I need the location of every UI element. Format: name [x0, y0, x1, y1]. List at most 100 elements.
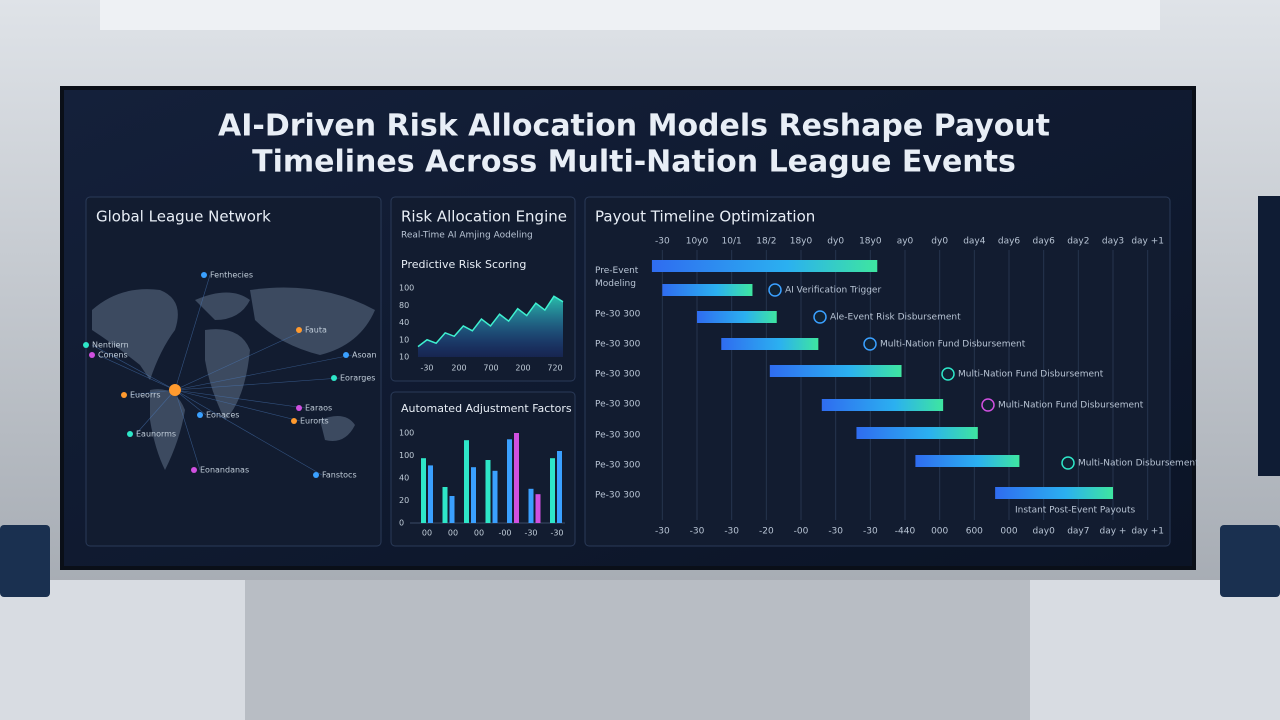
- x-tick-label: day +1: [1131, 237, 1164, 247]
- bar: [428, 465, 433, 523]
- x-tick-label: dy0: [931, 237, 948, 247]
- y-tick-label: 100: [399, 284, 414, 293]
- network-link: [174, 389, 323, 476]
- title-line: AI-Driven Risk Allocation Models Reshape…: [218, 109, 1050, 144]
- x-tick-label: 600: [966, 527, 983, 537]
- timeline-bar: [697, 311, 777, 323]
- bar: [528, 488, 534, 523]
- x-tick-label: -30: [655, 237, 670, 247]
- score-line: [417, 295, 564, 348]
- x-tick-label: -00: [498, 529, 511, 538]
- network-node: [296, 327, 302, 333]
- x-tick-label: -30: [420, 364, 433, 373]
- panel-subtitle: Real-Time AI Amjing Aodeling: [401, 231, 533, 241]
- x-tick-label: day +1: [1131, 527, 1164, 537]
- callout: Multi-Nation Fund Disbursement: [958, 370, 1104, 380]
- network-node: [201, 272, 207, 278]
- map-label: Conens: [98, 351, 128, 360]
- side-screen: [1258, 196, 1280, 476]
- network-node: [291, 418, 297, 424]
- network-link: [174, 274, 211, 391]
- network-link: [174, 389, 201, 471]
- x-tick-label: 18y0: [859, 237, 882, 247]
- bar: [535, 494, 541, 523]
- timeline-bar: [856, 427, 978, 439]
- network-node: [121, 392, 127, 398]
- row-label: Pe-30 300: [595, 431, 641, 441]
- monitor-right: [1220, 525, 1280, 597]
- timeline-bar: [821, 399, 944, 411]
- network-link: [91, 344, 176, 391]
- callout-icon: [1061, 456, 1075, 470]
- x-tick-label: -30: [828, 527, 843, 537]
- x-tick-label: day2: [1067, 237, 1089, 247]
- y-tick-label: 40: [399, 318, 409, 327]
- network-link: [135, 389, 176, 435]
- callout-icon: [981, 398, 995, 412]
- panel-title: Global League Network: [96, 208, 271, 226]
- timeline-bar: [995, 487, 1113, 499]
- network-link: [129, 389, 176, 396]
- chart-title: Automated Adjustment Factors: [401, 402, 572, 415]
- row-label: Pe-30 300: [595, 461, 641, 471]
- timeline-bar: [662, 284, 753, 296]
- callout: Multi-Nation Disbursement: [1078, 459, 1199, 469]
- row-label: Pre-Event Modeling: [595, 266, 639, 289]
- network-node: [127, 431, 133, 437]
- network-node: [343, 352, 349, 358]
- title-line: Timelines Across Multi-Nation League Eve…: [252, 145, 1016, 180]
- x-tick-label: 18y0: [790, 237, 813, 247]
- bar: [550, 458, 555, 523]
- network-node: [313, 472, 319, 478]
- monitor-left: [0, 525, 50, 597]
- bar: [421, 458, 426, 523]
- callout: Instant Post-Event Payouts: [1015, 506, 1136, 516]
- x-tick-label: 00: [422, 529, 432, 538]
- x-tick-label: -440: [895, 527, 916, 537]
- network-link: [174, 354, 353, 391]
- x-tick-label: 000: [931, 527, 948, 537]
- x-tick-label: 200: [515, 364, 530, 373]
- x-tick-label: 00: [474, 529, 484, 538]
- x-tick-label: 00: [448, 529, 458, 538]
- x-tick-label: dy0: [827, 237, 844, 247]
- x-tick-label: -30: [690, 527, 705, 537]
- y-tick-label: 0: [399, 519, 404, 528]
- callout-icon: [863, 337, 877, 351]
- y-tick-label: 10: [399, 335, 409, 344]
- x-tick-label: 000: [1000, 527, 1017, 537]
- x-tick-label: -00: [794, 527, 809, 537]
- panel-title: Payout Timeline Optimization: [595, 208, 815, 226]
- network-link: [174, 389, 301, 422]
- x-tick-label: day0: [1033, 527, 1056, 537]
- panel-title: Risk Allocation Engine: [401, 208, 567, 226]
- timeline-bar: [721, 338, 819, 350]
- map-label: Eorarges: [340, 374, 375, 383]
- map-label: Earaos: [305, 404, 332, 413]
- x-tick-label: ay0: [897, 237, 914, 247]
- map-label: Fenthecies: [210, 271, 253, 280]
- network-node: [89, 352, 95, 358]
- map-label: Asoan: [352, 351, 377, 360]
- x-tick-label: day3: [1102, 237, 1124, 247]
- world-map: [92, 287, 375, 470]
- row-label: Pe-30 300: [595, 370, 641, 380]
- timeline-bar: [769, 365, 902, 377]
- row-label: Pe-30 300: [595, 310, 641, 320]
- callout: Ale-Event Risk Disbursement: [830, 313, 961, 323]
- x-tick-label: 10/1: [722, 237, 742, 247]
- x-tick-label: day +: [1100, 527, 1127, 537]
- map-label: Nentiiern: [92, 341, 129, 350]
- row-label: Pe-30 300: [595, 340, 641, 350]
- x-tick-label: 10y0: [686, 237, 709, 247]
- callout: Multi-Nation Fund Disbursement: [880, 340, 1026, 350]
- network-node: [331, 375, 337, 381]
- row-label: Pe-30 300: [595, 400, 641, 410]
- network-link: [174, 389, 306, 409]
- network-node: [83, 342, 89, 348]
- network-hub: [169, 384, 181, 396]
- y-tick-label: 80: [399, 301, 409, 310]
- bar: [514, 433, 519, 523]
- map-label: Fauta: [305, 326, 327, 335]
